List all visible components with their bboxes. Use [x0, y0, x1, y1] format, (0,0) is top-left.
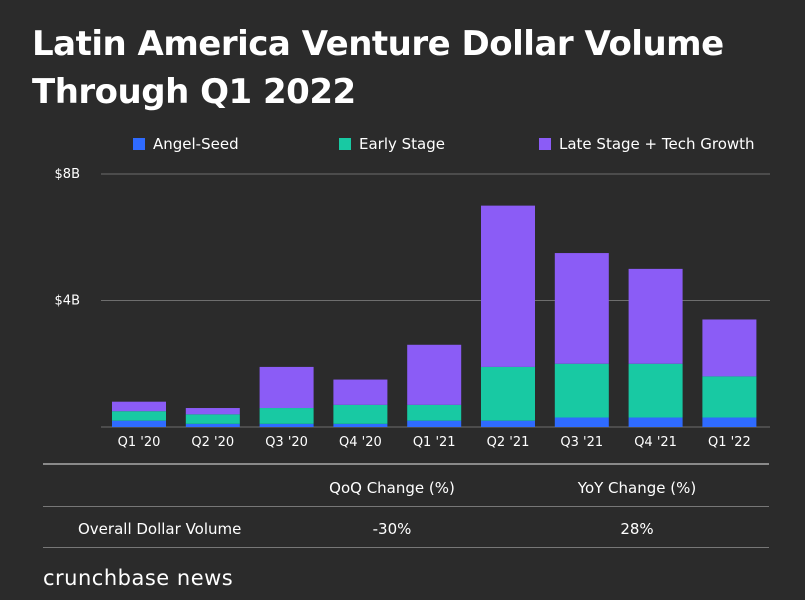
- bar-0-series-0: [112, 420, 166, 427]
- bar-6-series-2: [554, 253, 609, 364]
- bar-2-series-2: [259, 366, 314, 409]
- bar-0-series-2: [112, 401, 166, 412]
- bar-2-series-1: [259, 408, 314, 424]
- y-tick-label-1: $4B: [55, 294, 80, 309]
- yoy-header: YoY Change (%): [577, 479, 697, 497]
- bar-1-series-2: [185, 408, 240, 415]
- bar-6-series-1: [554, 363, 609, 418]
- bar-5-series-1: [481, 366, 535, 421]
- bar-8-series-0: [702, 417, 757, 427]
- yoy-value: 28%: [620, 520, 654, 538]
- x-tick-label-6: Q3 '21: [560, 435, 603, 450]
- chart-title-line-2: Through Q1 2022: [32, 72, 356, 112]
- bar-1-series-0: [185, 423, 240, 427]
- bar-4-series-2: [407, 344, 462, 405]
- row-label: Overall Dollar Volume: [78, 520, 242, 538]
- legend-label-0: Angel-Seed: [153, 135, 239, 153]
- x-tick-label-4: Q1 '21: [413, 435, 456, 450]
- bar-5-series-2: [481, 205, 535, 367]
- bar-3-series-2: [333, 379, 388, 405]
- brand-logo-text: crunchbase news: [43, 566, 234, 590]
- table-top-rule: [43, 463, 769, 465]
- bar-6-series-0: [554, 417, 609, 427]
- stacked-bar-chart: Angel-Seed Early Stage Late Stage + Tech G…: [55, 135, 770, 450]
- bar-1-series-1: [185, 414, 240, 424]
- bar-0-series-1: [112, 411, 166, 421]
- x-tick-label-5: Q2 '21: [487, 435, 530, 450]
- bar-7-series-1: [628, 363, 683, 418]
- bar-8-series-1: [702, 376, 757, 418]
- table-mid-rule: [43, 506, 769, 507]
- table-bottom-rule: [43, 547, 769, 548]
- bar-5-series-0: [481, 420, 535, 427]
- legend-swatch-2: [539, 138, 551, 150]
- bar-4-series-1: [407, 404, 462, 421]
- x-tick-label-8: Q1 '22: [708, 435, 751, 450]
- x-tick-label-1: Q2 '20: [191, 435, 234, 450]
- qoq-header: QoQ Change (%): [329, 479, 455, 497]
- legend-swatch-1: [339, 138, 351, 150]
- legend-label-2: Late Stage + Tech Growth: [559, 135, 755, 153]
- bar-4-series-0: [407, 420, 462, 427]
- bar-3-series-0: [333, 423, 388, 427]
- legend-label-1: Early Stage: [359, 135, 445, 153]
- bar-7-series-0: [628, 417, 683, 427]
- bar-7-series-2: [628, 268, 683, 364]
- bar-3-series-1: [333, 404, 388, 424]
- bar-2-series-0: [259, 423, 314, 427]
- x-tick-label-7: Q4 '21: [634, 435, 677, 450]
- qoq-value: -30%: [372, 520, 412, 538]
- x-tick-label-2: Q3 '20: [265, 435, 308, 450]
- x-tick-label-3: Q4 '20: [339, 435, 382, 450]
- bar-8-series-2: [702, 319, 757, 377]
- legend-swatch-0: [133, 138, 145, 150]
- y-tick-label-0: $8B: [55, 167, 80, 182]
- chart-title-line-1: Latin America Venture Dollar Volume: [32, 24, 724, 64]
- chart-title: Latin America Venture Dollar Volume Thro…: [32, 20, 724, 116]
- x-tick-label-0: Q1 '20: [118, 435, 161, 450]
